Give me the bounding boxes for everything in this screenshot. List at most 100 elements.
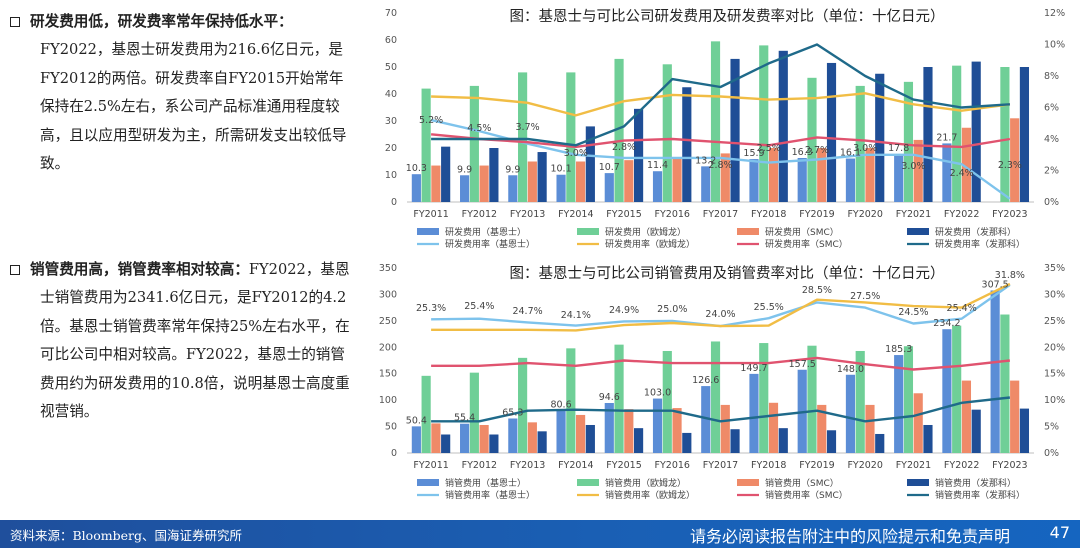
bar <box>817 148 827 202</box>
y-tick-label: 0 <box>391 197 397 208</box>
line-data-label: 25.5% <box>754 302 784 313</box>
bar <box>518 357 528 453</box>
legend-label: 销管费用率（欧姆龙） <box>605 489 695 501</box>
x-tick-label: FY2016 <box>655 209 690 220</box>
series-line <box>431 356 1011 371</box>
legend-label: 研发费用（SMC） <box>765 226 839 238</box>
bar <box>855 85 865 202</box>
legend-swatch <box>737 228 759 235</box>
bar <box>826 430 837 453</box>
line-data-label: 25.4% <box>464 301 494 312</box>
bar <box>749 159 759 202</box>
y-tick-label: 30 <box>385 116 397 127</box>
bar <box>952 325 962 453</box>
bar <box>961 380 972 453</box>
bar <box>720 153 730 202</box>
page-number: 47 <box>1049 523 1070 542</box>
line-data-label: 24.0% <box>705 309 735 320</box>
y-tick-label: 0 <box>391 448 397 459</box>
bar <box>662 350 672 453</box>
bar <box>1019 408 1030 453</box>
bar <box>778 50 788 202</box>
bar <box>604 402 614 453</box>
bar <box>431 165 441 202</box>
bar <box>845 158 856 202</box>
legend-label: 销管费用（欧姆龙） <box>605 477 686 489</box>
y2-tick-label: 2% <box>1044 166 1059 177</box>
y2-tick-label: 8% <box>1044 71 1059 82</box>
bar <box>634 108 644 202</box>
x-tick-label: FY2014 <box>558 209 593 220</box>
sg-paragraph: 销管费用高，销管费率相对较高：FY2022，基恩士销管费用为2341.6亿日元，… <box>10 256 355 426</box>
bar <box>730 429 740 453</box>
bar <box>652 398 663 453</box>
x-tick-label: FY2018 <box>751 460 786 471</box>
bar <box>923 424 933 453</box>
bar <box>469 85 479 202</box>
x-tick-label: FY2012 <box>462 209 497 220</box>
line-data-label: 2.4% <box>950 168 974 179</box>
bar <box>489 434 499 453</box>
y2-tick-label: 25% <box>1044 316 1065 327</box>
x-tick-label: FY2019 <box>799 460 834 471</box>
bar <box>537 152 547 202</box>
bar <box>1019 67 1030 202</box>
bar-data-label: 9.9 <box>457 164 472 175</box>
sg-title: 销管费用高，销管费率相对较高： <box>30 261 249 278</box>
x-tick-label: FY2017 <box>703 460 738 471</box>
x-tick-label: FY2018 <box>751 209 786 220</box>
checkbox-bullet-icon <box>10 17 20 27</box>
bar <box>865 404 875 453</box>
bar-data-label: 15.9 <box>743 148 764 159</box>
y2-tick-label: 15% <box>1044 369 1065 380</box>
x-tick-label: FY2016 <box>655 460 690 471</box>
y2-tick-label: 35% <box>1044 263 1065 274</box>
bar-data-label: 55.4 <box>454 413 475 424</box>
bar <box>865 148 875 202</box>
bar <box>942 143 952 202</box>
y2-tick-label: 20% <box>1044 342 1065 353</box>
bar-data-label: 16.3 <box>792 147 813 158</box>
line-data-label: 4.5% <box>467 123 491 134</box>
legend-swatch <box>577 228 599 235</box>
line-data-label: 3.0% <box>901 161 925 172</box>
y2-tick-label: 4% <box>1044 134 1059 145</box>
line-data-label: 3.7% <box>516 122 540 133</box>
bar <box>768 402 779 453</box>
bar <box>807 345 817 453</box>
bar-data-label: 50.4 <box>406 415 427 426</box>
bar <box>701 166 711 202</box>
bar-data-label: 103.0 <box>644 388 671 399</box>
chart-svg: 图：基恩士与可比公司研发费用及研发费率对比（单位：十亿日元） 0 10 20 30 40 5… <box>385 8 1065 250</box>
bar <box>903 346 914 453</box>
bar-data-label: 10.7 <box>599 162 620 173</box>
rd-body: FY2022，基恩士研发费用为216.6亿日元，是FY2012的两倍。研发费率自… <box>40 41 347 173</box>
bar <box>411 174 421 202</box>
bar <box>576 414 586 453</box>
bar <box>1000 67 1010 202</box>
x-tick-label: FY2011 <box>413 209 448 220</box>
bar-data-label: 10.3 <box>406 163 427 174</box>
series-line <box>431 43 1010 147</box>
line-data-label: 27.5% <box>850 291 880 302</box>
rd-text-block: 研发费用低，研发费率常年保持低水平： FY2022，基恩士研发费用为216.6亿… <box>10 8 355 178</box>
line-data-label: 2.7% <box>805 145 829 156</box>
rd-title: 研发费用低，研发费率常年保持低水平： <box>30 13 293 30</box>
bar <box>662 64 672 202</box>
x-tick-label: FY2017 <box>703 209 738 220</box>
bar-data-label: 234.2 <box>933 318 960 329</box>
line-data-label: 24.5% <box>898 307 928 318</box>
legend-label: 销管费用率（SMC） <box>765 489 848 501</box>
bar <box>990 290 1000 453</box>
y2-tick-label: 10% <box>1044 40 1065 51</box>
bar <box>634 428 644 453</box>
y2-tick-label: 5% <box>1044 422 1059 433</box>
x-tick-label: FY2023 <box>992 460 1027 471</box>
bar <box>778 428 788 453</box>
bar <box>614 344 624 453</box>
y2-tick-label: 30% <box>1044 289 1065 300</box>
bar <box>817 404 827 453</box>
bar-data-label: 307.5 <box>982 279 1009 290</box>
bar <box>875 433 885 453</box>
legend-label: 研发费用率（发那科） <box>935 238 1025 250</box>
